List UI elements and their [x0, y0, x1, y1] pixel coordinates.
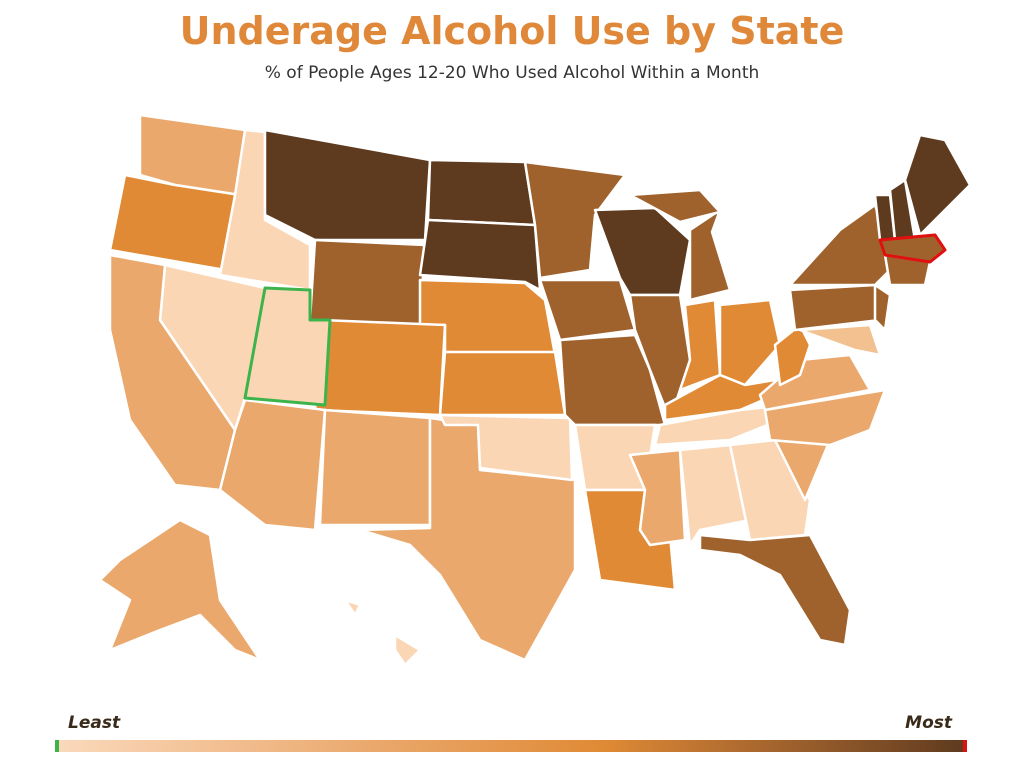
legend-min-label: Least — [68, 713, 121, 733]
state — [688, 208, 732, 302]
legend-min-cap — [55, 740, 59, 752]
legend-gradient — [55, 740, 967, 752]
legend-max-label: Most — [905, 713, 953, 733]
legend-max-cap — [963, 740, 967, 752]
state — [318, 408, 432, 527]
state — [263, 128, 432, 242]
state — [678, 443, 752, 547]
title: Underage Alcohol Use by State — [180, 9, 845, 53]
state — [728, 438, 812, 542]
state — [538, 278, 637, 342]
state — [628, 188, 722, 224]
state — [393, 633, 422, 667]
state — [418, 218, 542, 292]
state — [678, 298, 722, 392]
state — [698, 533, 852, 647]
subtitle: % of People Ages 12-20 Who Used Alcohol … — [265, 63, 760, 83]
state — [873, 283, 892, 332]
us-map — [98, 113, 972, 667]
state — [426, 158, 537, 227]
state — [798, 323, 882, 357]
state-most — [878, 233, 947, 264]
state — [313, 318, 447, 417]
state — [343, 598, 362, 617]
state — [718, 298, 782, 387]
state — [438, 350, 567, 417]
state-least — [243, 286, 332, 407]
state — [523, 160, 627, 280]
state — [308, 238, 427, 327]
state — [903, 133, 972, 237]
state — [788, 283, 882, 332]
state — [763, 388, 887, 447]
state — [98, 518, 262, 662]
